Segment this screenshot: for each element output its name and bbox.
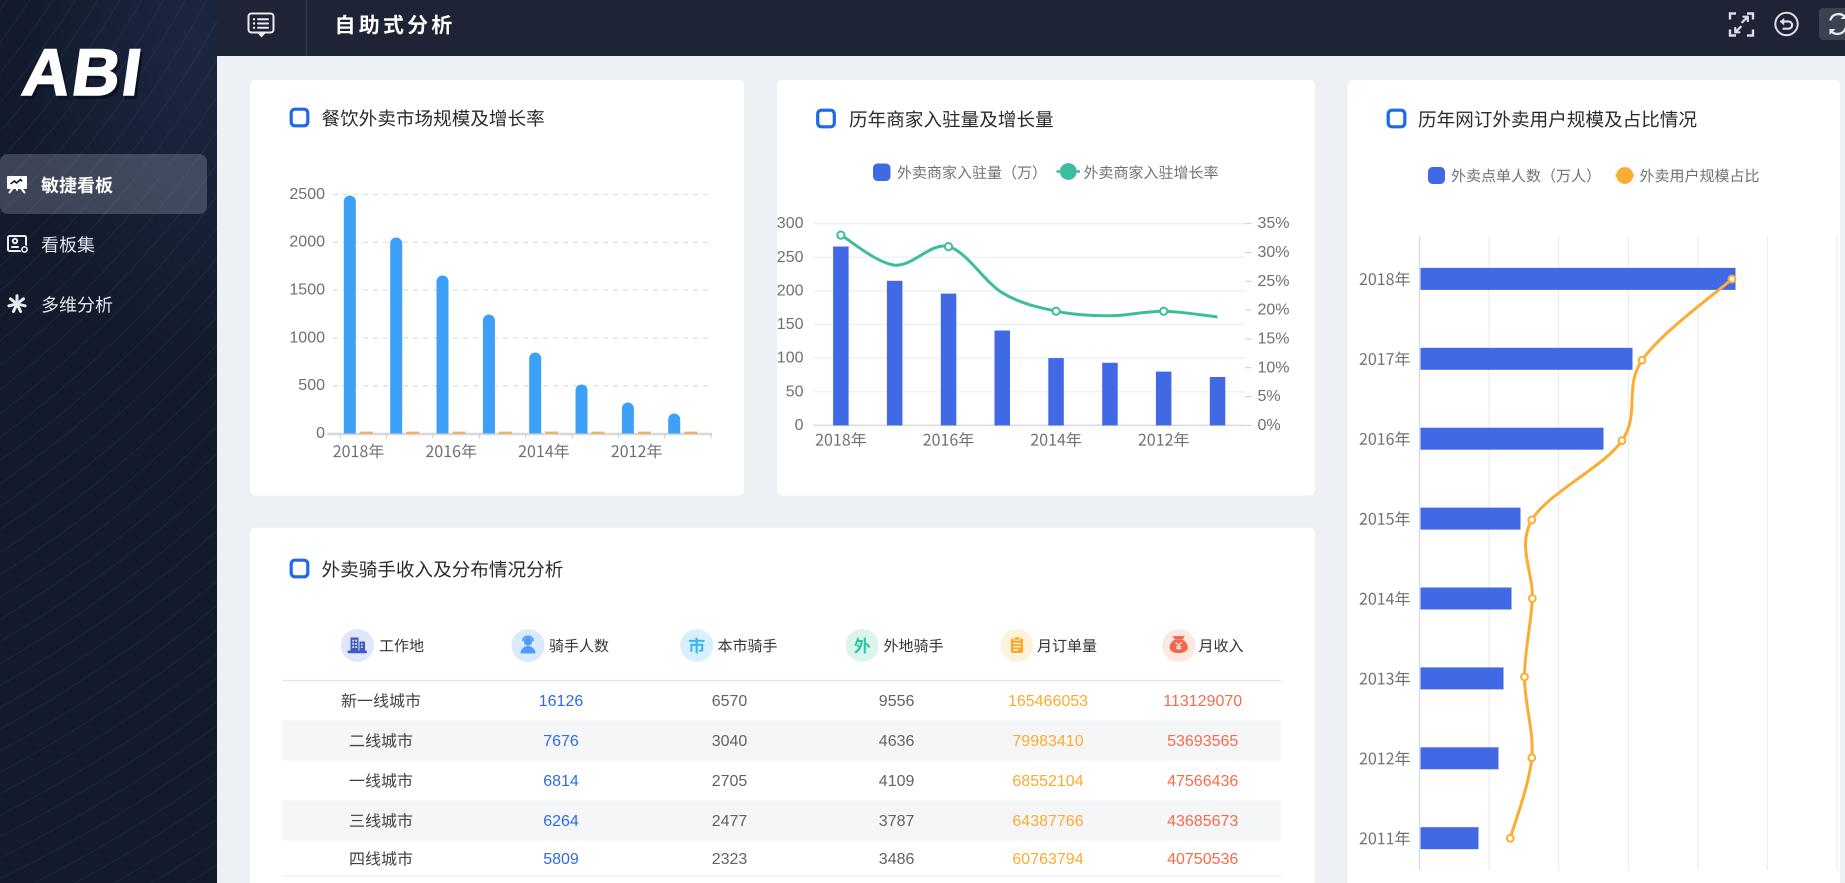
svg-text:2323: 2323: [712, 851, 748, 868]
svg-text:3040: 3040: [712, 733, 748, 750]
svg-text:ABI: ABI: [18, 36, 148, 110]
svg-text:ABI: ABI: [20, 39, 150, 113]
svg-text:200: 200: [777, 283, 804, 300]
svg-text:1500: 1500: [289, 282, 325, 299]
svg-text:250: 250: [777, 249, 804, 266]
svg-text:500: 500: [298, 377, 325, 394]
svg-text:0: 0: [316, 425, 325, 442]
svg-text:4636: 4636: [879, 733, 915, 750]
svg-text:3486: 3486: [879, 851, 915, 868]
svg-text:1000: 1000: [289, 329, 325, 346]
svg-text:2477: 2477: [712, 813, 748, 830]
svg-text:165466053: 165466053: [1008, 693, 1088, 710]
svg-text:3787: 3787: [879, 813, 915, 830]
svg-text:0: 0: [795, 417, 804, 434]
svg-text:9556: 9556: [879, 693, 915, 710]
svg-text:47566436: 47566436: [1167, 773, 1238, 790]
svg-text:6814: 6814: [543, 773, 579, 790]
svg-text:300: 300: [777, 215, 804, 232]
svg-text:64387766: 64387766: [1012, 813, 1083, 830]
svg-text:7676: 7676: [543, 733, 579, 750]
svg-text:60763794: 60763794: [1012, 851, 1083, 868]
svg-text:40750536: 40750536: [1167, 851, 1238, 868]
svg-text:50: 50: [786, 383, 804, 400]
svg-text:16126: 16126: [539, 693, 584, 710]
svg-text:113129070: 113129070: [1163, 693, 1242, 710]
svg-text:53693565: 53693565: [1167, 733, 1238, 750]
svg-text:150: 150: [777, 316, 804, 333]
svg-text:2000: 2000: [289, 234, 325, 251]
svg-text:43685673: 43685673: [1167, 813, 1238, 830]
svg-text:79983410: 79983410: [1012, 733, 1083, 750]
svg-text:100: 100: [777, 350, 804, 367]
svg-text:68552104: 68552104: [1012, 773, 1083, 790]
svg-text:5809: 5809: [543, 851, 579, 868]
svg-text:25%: 25%: [1258, 273, 1290, 290]
svg-text:15%: 15%: [1258, 331, 1290, 348]
svg-text:10%: 10%: [1258, 359, 1290, 376]
svg-text:5%: 5%: [1258, 388, 1281, 405]
svg-text:30%: 30%: [1258, 244, 1290, 261]
svg-text:20%: 20%: [1258, 302, 1290, 319]
svg-text:6264: 6264: [543, 813, 579, 830]
svg-text:6570: 6570: [712, 693, 748, 710]
svg-text:2705: 2705: [712, 773, 748, 790]
svg-text:35%: 35%: [1258, 215, 1290, 232]
svg-text:2500: 2500: [289, 186, 325, 203]
svg-text:4109: 4109: [879, 773, 915, 790]
svg-text:0%: 0%: [1258, 417, 1281, 434]
